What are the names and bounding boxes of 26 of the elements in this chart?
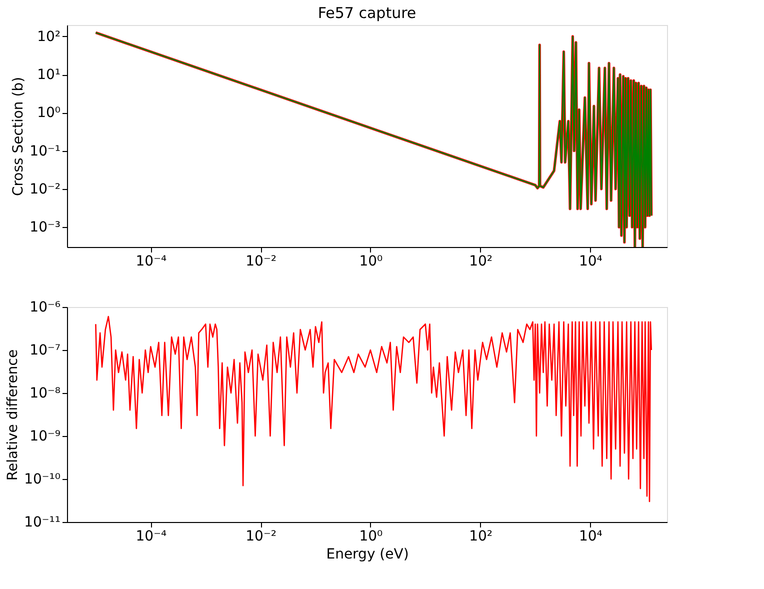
x-tick-label: 10⁴ (578, 528, 603, 544)
y-tick-label: 10¹ (37, 67, 60, 84)
y-tick-label: 10⁻² (30, 181, 60, 198)
chart-title: Fe57 capture (318, 4, 416, 22)
x-tick-label: 10⁻² (246, 254, 276, 270)
x-axis-title: Energy (eV) (326, 546, 409, 562)
x-tick-label: 10⁰ (359, 254, 384, 270)
y-tick-label: 10⁻¹ (30, 143, 60, 160)
x-tick-label: 10⁻² (246, 528, 276, 544)
y-tick-label: 10⁰ (37, 105, 61, 122)
y-tick-label: 10⁻⁶ (30, 300, 61, 316)
x-tick-label: 10⁻⁴ (136, 254, 167, 270)
y-tick-label: 10⁻⁷ (30, 342, 60, 358)
y-tick-label: 10⁻¹¹ (24, 514, 60, 530)
y-tick-label: 10⁻³ (30, 220, 60, 236)
y-tick-label: 10⁻⁹ (30, 428, 61, 444)
y-tick-label: 10⁻⁸ (30, 386, 61, 402)
x-tick-label: 10⁰ (359, 528, 384, 544)
y-tick-label: 10⁻¹⁰ (24, 472, 61, 488)
x-tick-label: 10² (469, 254, 493, 270)
x-tick-label: 10⁴ (578, 254, 603, 270)
y-tick-label: 10² (37, 28, 60, 45)
y-axis-title: Cross Section (b) (10, 76, 27, 196)
x-tick-label: 10² (469, 528, 493, 544)
y-axis-title: Relative difference (5, 349, 22, 481)
x-tick-label: 10⁻⁴ (136, 528, 167, 544)
